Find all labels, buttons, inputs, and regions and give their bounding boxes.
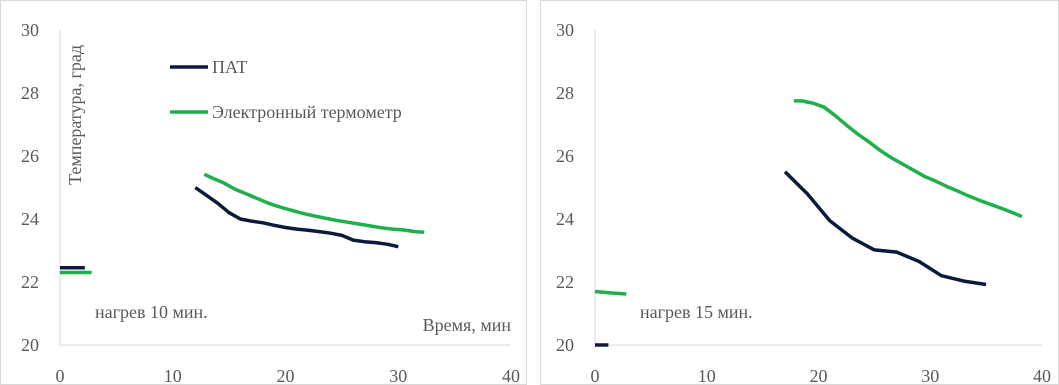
y-tick-label: 22	[556, 272, 574, 292]
y-tick-label: 26	[556, 146, 574, 166]
series-electronic-thermometer-line-segment-2	[793, 99, 1023, 219]
y-tick-label: 26	[21, 146, 39, 166]
y-tick-label: 30	[556, 20, 574, 40]
x-tick-label: 0	[56, 366, 65, 385]
series-pat-line-segment-2	[194, 186, 399, 249]
y-tick-label: 22	[21, 272, 39, 292]
panel-1-series	[60, 172, 425, 275]
y-tick-label: 24	[556, 209, 574, 229]
panel-1-y-ticks: 20 22 24 26 28 30	[21, 20, 39, 355]
series-pat-line-segment-2	[783, 170, 987, 287]
series-electronic-thermometer-line-segment-1	[594, 289, 627, 296]
x-tick-label: 10	[164, 366, 182, 385]
y-tick-label: 20	[556, 335, 574, 355]
y-tick-label: 30	[21, 20, 39, 40]
chart-panel-1: 20 22 24 26 28 30 0 10 20 30 40 Температура, град…	[0, 0, 527, 385]
x-tick-label: 30	[921, 366, 939, 385]
panel-1-x-axis-label: Время, мин	[423, 315, 512, 335]
y-tick-label: 28	[21, 83, 39, 103]
panel-1-y-axis-label: Температура, град	[65, 45, 85, 185]
panel-2-y-ticks: 20 22 24 26 28 30	[556, 20, 574, 355]
x-tick-label: 20	[810, 366, 828, 385]
panel-2-annotation: нагрев 15 мин.	[640, 302, 753, 322]
series-electronic-thermometer-line-segment-2	[203, 172, 425, 234]
x-tick-label: 10	[698, 366, 716, 385]
chart-panel-2: 20 22 24 26 28 30 0 10 20 30 40 нагрев 15 мин.	[540, 0, 1059, 385]
y-tick-label: 20	[21, 335, 39, 355]
panel-1-x-ticks: 0 10 20 30 40	[56, 366, 521, 385]
y-tick-label: 24	[21, 209, 39, 229]
panel-2-border	[540, 0, 1059, 385]
x-tick-label: 30	[389, 366, 407, 385]
legend: ПАТ Электронный термометр	[170, 57, 402, 122]
legend-label-pat: ПАТ	[212, 57, 247, 77]
panel-2-series	[594, 99, 1023, 347]
y-tick-label: 28	[556, 83, 574, 103]
panel-1-annotation: нагрев 10 мин.	[95, 302, 208, 322]
x-tick-label: 20	[277, 366, 295, 385]
panel-1-border	[0, 0, 527, 385]
x-tick-label: 40	[1033, 366, 1051, 385]
x-tick-label: 40	[502, 366, 520, 385]
x-tick-label: 0	[591, 366, 600, 385]
legend-label-electronic-thermometer: Электронный термометр	[212, 102, 402, 122]
panel-2-x-ticks: 0 10 20 30 40	[591, 366, 1052, 385]
